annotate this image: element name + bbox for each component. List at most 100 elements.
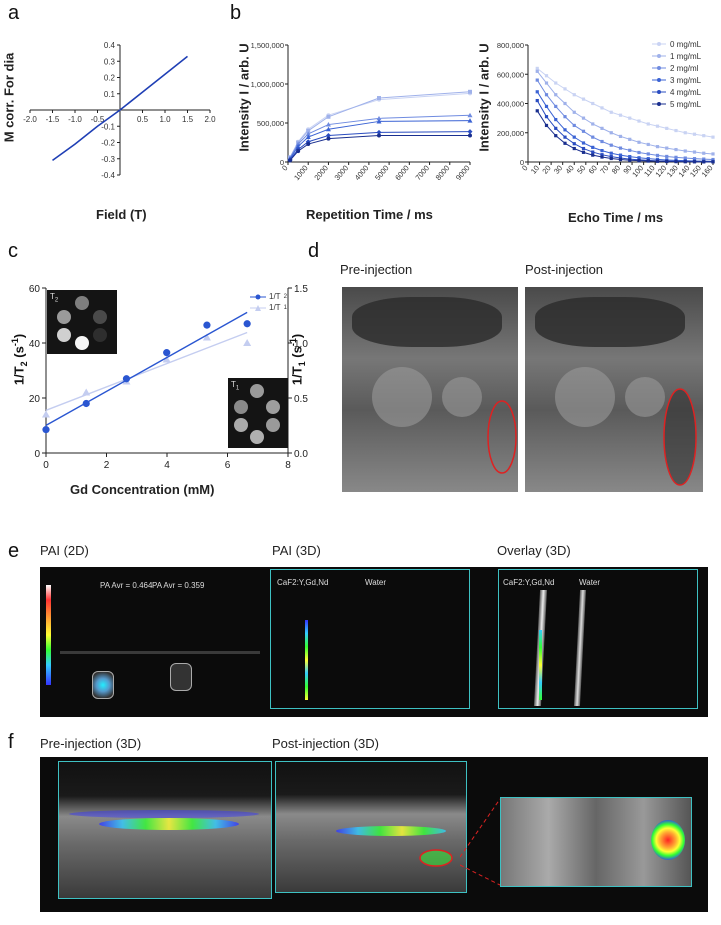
chart-b1-y-tick-label: 1,500,000: [251, 41, 284, 50]
chart-b1-y-tick-label: 0: [280, 158, 284, 167]
chart-c-x-tick-label: 2: [104, 460, 110, 471]
chart-b2-point: [591, 153, 595, 157]
chart-b2-point: [581, 150, 586, 154]
chart-c-y-left-tick-label: 20: [29, 394, 41, 405]
chart-b1-ylabel: Intensity I / arb. U: [236, 43, 252, 152]
chart-b2-point: [581, 116, 586, 120]
chart-b2-point: [544, 74, 549, 78]
f-pre-label: Pre-injection (3D): [40, 736, 142, 751]
chart-b2-point: [544, 81, 549, 85]
chart-b1-x-tick-label: 8000: [434, 164, 452, 183]
chart-c-x-tick-label: 6: [225, 460, 231, 471]
chart-b2-point: [674, 160, 678, 164]
chart-b2-y-tick-label: 200,000: [497, 129, 524, 138]
chart-c-y-right-tick-label: 1.5: [294, 284, 308, 295]
chart-b2-point: [554, 126, 558, 130]
chart-c-point-t2: [203, 321, 211, 329]
chart-b2-legend-marker: [657, 90, 661, 94]
chart-b2-point: [563, 141, 567, 145]
chart-a-x-tick-label: 0.5: [137, 115, 149, 124]
chart-b2-point: [591, 135, 595, 139]
chart-c-y-left-tick-label: 40: [29, 339, 41, 350]
chart-b2-y-tick-label: 0: [520, 158, 524, 167]
chart-b2-point: [646, 159, 650, 163]
chart-b2-point: [563, 87, 567, 91]
chart-b1-point: [467, 112, 473, 118]
chart-a-x-tick-label: 2.0: [204, 115, 216, 124]
chart-b2-point: [535, 78, 539, 82]
chart-a-x-tick-label: -1.5: [46, 115, 60, 124]
chart-b1-point: [306, 142, 311, 147]
pa-tube-sample: [92, 671, 114, 699]
chart-b2-point: [600, 126, 604, 130]
chart-b1-point: [468, 89, 472, 94]
chart-b2-point: [692, 150, 697, 154]
chart-b2-point: [563, 135, 567, 139]
chart-b2-point: [609, 154, 613, 159]
chart-b2-point: [554, 93, 558, 97]
chart-b1-point: [467, 118, 473, 123]
e-overlay-label: Overlay (3D): [497, 543, 571, 558]
e-pai3d-label: PAI (3D): [272, 543, 321, 558]
chart-b1-point: [305, 134, 311, 140]
chart-b2-point: [563, 101, 567, 106]
chart-b2-legend-marker: [657, 66, 661, 70]
overlay-water-label: Water: [579, 578, 601, 587]
chart-b2-point: [702, 151, 706, 155]
chart-b2-point: [609, 110, 613, 114]
chart-b1: 0 1000 2000 3000 4000 5000 6000 7000 8000 9000050…: [251, 41, 473, 183]
chart-b2-point: [665, 126, 669, 130]
chart-b1-x-tick-label: 0: [280, 164, 290, 173]
chart-b2-point: [581, 141, 586, 145]
chart-b2-point: [572, 142, 576, 146]
chart-b2-point: [563, 128, 567, 132]
pa-avr-2: PA Avr = 0.359: [152, 581, 205, 590]
zoom-connector: [460, 798, 501, 886]
chart-b2-point: [674, 147, 678, 152]
chart-b2-point: [544, 115, 549, 119]
chart-b1-x-tick-label: 7000: [413, 164, 431, 183]
chart-c-y-right-tick-label: 0.0: [294, 449, 308, 460]
chart-b2-point: [692, 132, 697, 136]
overlay-caf2-label: CaF2:Y,Gd,Nd: [503, 578, 555, 587]
chart-b2-point: [618, 134, 623, 139]
chart-b1-x-tick-label: 1000: [292, 164, 310, 183]
chart-c-x-tick-label: 4: [164, 460, 170, 471]
chart-b2-point: [646, 157, 650, 161]
chart-c-y-left-tick-label: 60: [29, 284, 41, 295]
chart-b2-point: [554, 104, 558, 109]
chart-b1-series-line: [289, 92, 471, 158]
panel-letter-b: b: [230, 2, 242, 24]
chart-b2-point: [683, 160, 687, 164]
chart-b2-point: [572, 146, 576, 151]
chart-b2-x-tick-label: 50: [575, 164, 587, 176]
chart-a-y-tick-label: -0.2: [101, 139, 115, 148]
chart-b2-point: [637, 156, 641, 160]
chart-b2-point: [609, 143, 613, 147]
panel-letter-a: a: [8, 2, 20, 24]
chart-b2-point: [711, 135, 715, 139]
pa-tube-water: [170, 663, 192, 691]
chart-b2-x-tick-label: 0: [520, 164, 530, 173]
chart-a-xlabel: Field (T): [96, 207, 147, 222]
chart-b2-point: [628, 148, 632, 152]
chart-b2-point: [692, 157, 697, 161]
f-post-volume: [275, 761, 467, 893]
chart-c-point-t2: [243, 320, 251, 328]
chart-b1-series-line: [289, 120, 471, 160]
chart-b1-point: [468, 133, 472, 138]
chart-c-ylabel-left: 1/T2 (s-1): [10, 333, 30, 386]
chart-b1-y-tick-label: 1,000,000: [251, 80, 284, 89]
chart-b2-point: [665, 159, 669, 164]
chart-b2-x-tick-label: 70: [598, 164, 610, 176]
chart-b2-point: [711, 152, 715, 156]
chart-a-x-tick-label: -2.0: [23, 115, 37, 124]
chart-a-y-tick-label: -0.4: [101, 171, 115, 180]
pa-colorbar: [46, 585, 51, 685]
chart-b2-legend-marker: [657, 42, 661, 46]
chart-b2-point: [711, 157, 715, 162]
d-post-label: Post-injection: [525, 262, 604, 277]
chart-c-point-t1: [162, 355, 171, 363]
mri-post-injection-image: [525, 287, 703, 492]
chart-b2-x-tick-label: 40: [564, 164, 576, 176]
